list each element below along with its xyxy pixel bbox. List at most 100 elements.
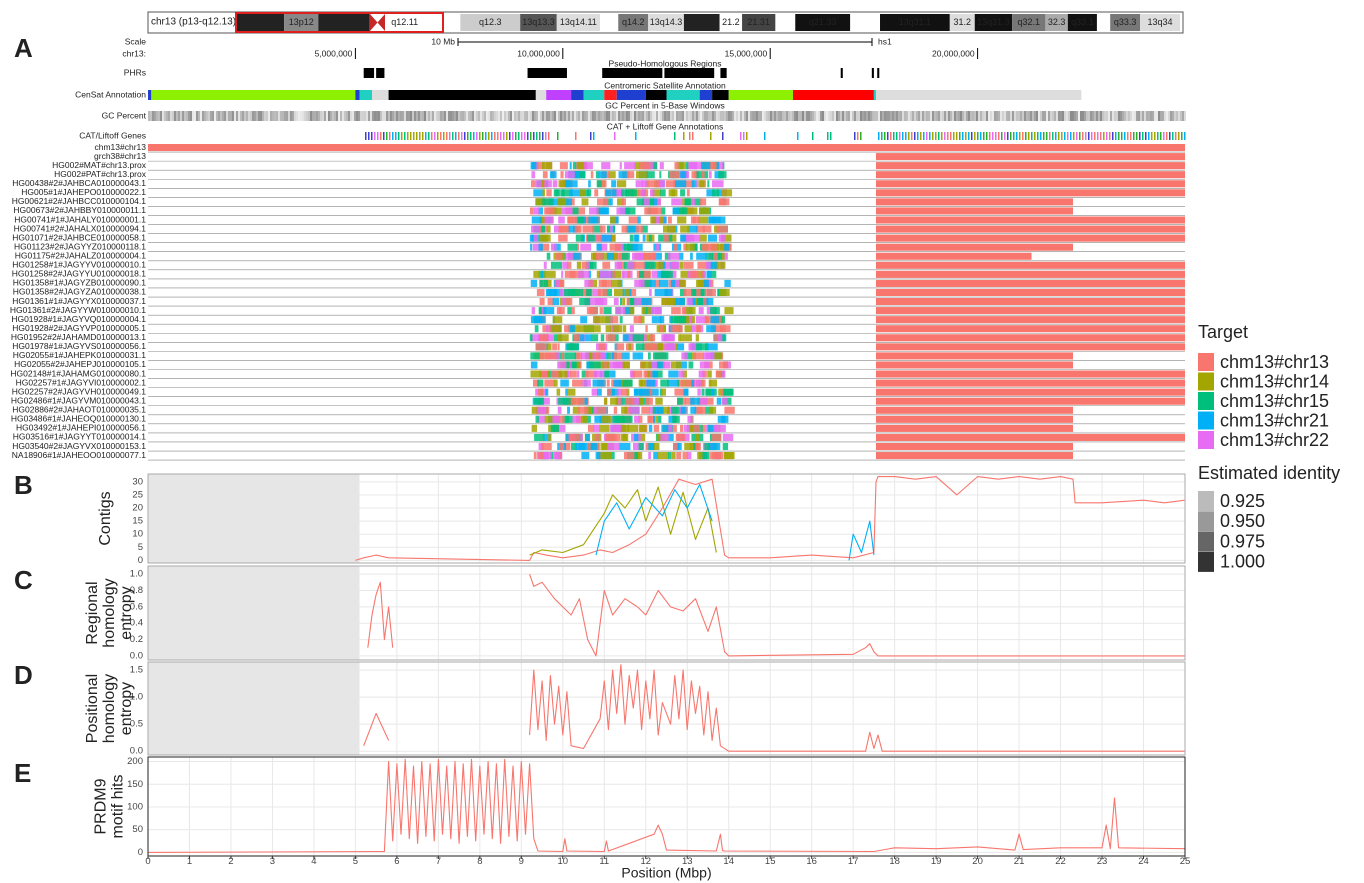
alignment-segment <box>671 189 678 197</box>
alignment-segment <box>644 207 648 215</box>
band-label: 13p12 <box>289 17 314 27</box>
row-label: HG03540#2#JAGYVX010000153.1 <box>12 441 146 451</box>
gc-stripe <box>380 111 382 121</box>
gc-stripe <box>1034 111 1036 121</box>
alignment-segment <box>561 189 565 197</box>
gc-stripe <box>842 111 844 121</box>
gc-stripe <box>868 111 870 121</box>
alignment-segment <box>678 252 684 260</box>
alignment-segment <box>610 316 619 324</box>
alignment-segment <box>648 452 651 460</box>
alignment-segment <box>597 406 607 414</box>
gene-tick <box>1049 132 1051 140</box>
track-block <box>793 90 874 100</box>
gc-stripe <box>348 111 350 121</box>
alignment-segment <box>679 316 687 324</box>
gc-stripe <box>1148 111 1150 121</box>
gc-stripe <box>732 111 734 121</box>
gc-stripe <box>1124 111 1126 121</box>
band <box>1067 14 1097 31</box>
alignment-segment <box>674 388 686 396</box>
alignment-segment <box>685 397 695 405</box>
position-label: 5,000,000 <box>315 48 353 58</box>
gene-tick <box>1151 132 1153 140</box>
gene-tick <box>365 132 367 140</box>
gc-stripe <box>558 111 560 121</box>
gc-stripe <box>1180 111 1182 121</box>
gene-tick <box>893 132 895 140</box>
gc-stripe <box>440 111 442 121</box>
alignment-segment <box>628 343 632 351</box>
gene-tick <box>416 132 418 140</box>
alignment-segment <box>606 252 614 260</box>
gc-stripe <box>366 111 368 121</box>
y-axis-label: Contigs <box>97 491 114 545</box>
y-tick-label: 100 <box>127 801 143 812</box>
alignment-segment <box>542 171 548 179</box>
alignment-segment <box>714 334 721 342</box>
gc-stripe <box>908 111 910 121</box>
alignment-segment <box>596 252 604 260</box>
alignment-segment <box>640 361 652 369</box>
alignment-segment <box>716 397 722 405</box>
alignment-segment <box>680 225 690 233</box>
alignment-segment <box>581 261 587 269</box>
alignment-segment <box>720 388 724 396</box>
alignment-segment <box>649 279 656 287</box>
alignment-segment <box>697 388 701 396</box>
gc-stripe <box>994 111 996 121</box>
alignment-segment <box>660 406 670 414</box>
alignment-segment <box>568 433 580 441</box>
alignment-block <box>875 424 1074 432</box>
gene-tick <box>986 132 988 140</box>
gc-stripe <box>906 111 908 121</box>
gc-stripe <box>450 111 452 121</box>
alignment-segment <box>653 370 663 378</box>
gc-stripe <box>1118 111 1120 121</box>
alignment-segment <box>539 225 542 233</box>
alignment-segment <box>576 370 580 378</box>
alignment-segment <box>557 406 562 414</box>
gene-tick <box>575 132 577 140</box>
gene-tick <box>1124 132 1126 140</box>
gc-stripe <box>1074 111 1076 121</box>
gc-stripe <box>1150 111 1152 121</box>
gene-tick <box>488 132 490 140</box>
gene-tick <box>449 132 451 140</box>
alignment-segment <box>705 252 715 260</box>
gc-stripe <box>1004 111 1006 121</box>
band-label: 13q21.1 <box>685 17 718 27</box>
gc-stripe <box>912 111 914 121</box>
alignment-segment <box>660 379 669 387</box>
alignment-segment <box>638 279 645 287</box>
alignment-segment <box>580 243 592 251</box>
alignment-segment <box>552 424 560 432</box>
gene-tick <box>1082 132 1084 140</box>
track-label: CAT/Liftoff Genes <box>79 130 146 140</box>
gene-tick <box>1079 132 1081 140</box>
alignment-segment <box>648 234 652 242</box>
gc-stripe <box>430 111 432 121</box>
alignment-segment <box>636 225 643 233</box>
alignment-segment <box>584 370 589 378</box>
alignment-segment <box>707 180 710 188</box>
gc-stripe <box>904 111 906 121</box>
alignment-segment <box>718 198 725 206</box>
alignment-block <box>875 406 1074 414</box>
alignment-segment <box>662 216 667 224</box>
chr-label: chr13: <box>122 48 146 58</box>
band-label: 21.2 <box>722 17 740 27</box>
alignment-segment <box>581 379 591 387</box>
gc-stripe <box>838 111 840 121</box>
alignment-segment <box>578 325 590 333</box>
band <box>1045 14 1068 31</box>
gene-tick <box>896 132 898 140</box>
gc-stripe <box>656 111 658 121</box>
alignment-segment <box>592 316 603 324</box>
gc-stripe <box>436 111 438 121</box>
gene-tick <box>1043 132 1045 140</box>
gene-tick <box>1112 132 1114 140</box>
alignment-segment <box>655 361 664 369</box>
gc-stripe <box>250 111 252 121</box>
gc-stripe <box>448 111 450 121</box>
